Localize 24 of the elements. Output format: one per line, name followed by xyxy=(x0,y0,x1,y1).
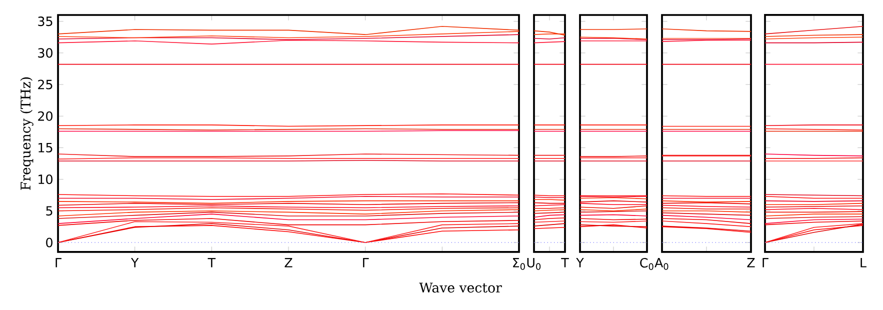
y-tick-label: 0 xyxy=(46,238,52,248)
x-tick-label: Y xyxy=(576,258,584,268)
y-tick-label: 5 xyxy=(46,206,52,216)
y-tick-label: 15 xyxy=(38,142,52,152)
y-tick-label: 35 xyxy=(38,16,52,26)
y-tick-label: 25 xyxy=(38,80,52,90)
y-tick-label: 30 xyxy=(38,48,52,58)
x-tick-label: Γ xyxy=(363,258,369,268)
y-tick-label: 10 xyxy=(38,174,52,184)
x-tick-label: A$_{0}$ xyxy=(654,258,668,270)
x-tick-label: Z xyxy=(747,258,755,268)
x-tick-label: C$_{0}$ xyxy=(640,258,654,270)
x-axis-title: Wave vector xyxy=(419,282,502,293)
x-tick-label: Γ xyxy=(762,258,768,268)
x-tick-label: L xyxy=(860,258,866,268)
x-tick-label: T xyxy=(561,258,569,268)
x-tick-label: U$_{0}$ xyxy=(527,258,541,270)
y-axis-title: Frequency (THz) xyxy=(20,77,34,190)
x-tick-label: T xyxy=(208,258,216,268)
x-tick-label: Z xyxy=(284,258,292,268)
x-tick-label: Σ$_{0}$ xyxy=(513,258,525,270)
x-tick-label: Y xyxy=(130,258,139,268)
y-tick-label: 20 xyxy=(38,111,52,121)
x-tick-label: Γ xyxy=(56,258,62,268)
